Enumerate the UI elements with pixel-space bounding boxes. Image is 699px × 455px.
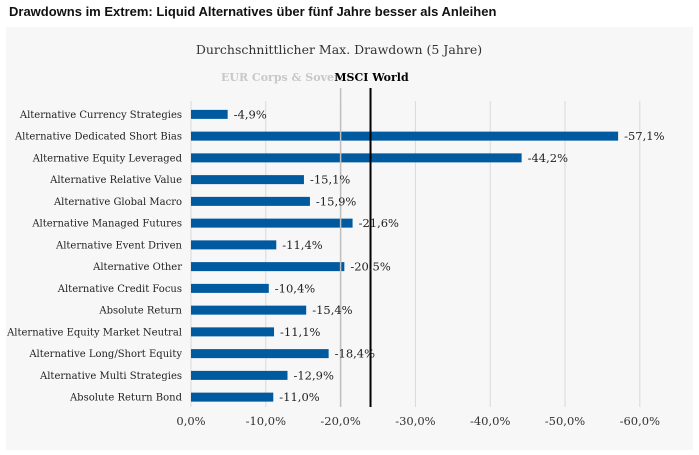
bar — [191, 262, 345, 272]
category-label: Alternative Equity Market Neutral — [6, 327, 182, 338]
bars — [191, 109, 619, 402]
x-tick-label: -50,0% — [545, 414, 585, 428]
category-label: Absolute Return Bond — [69, 393, 183, 404]
category-label: Alternative Equity Leveraged — [32, 153, 183, 164]
bar — [191, 131, 619, 141]
value-label: -15,9% — [316, 194, 356, 208]
bar — [191, 370, 288, 380]
value-label: -10,4% — [275, 281, 315, 295]
value-label: -11,4% — [282, 238, 322, 252]
category-label: Alternative Global Macro — [53, 197, 182, 208]
value-label: -44,2% — [528, 151, 568, 165]
x-tick-label: -20,0% — [320, 414, 360, 428]
category-label: Alternative Multi Strategies — [39, 371, 182, 382]
value-label: -15,1% — [310, 173, 350, 187]
chart-panel — [6, 27, 693, 450]
bar — [191, 349, 329, 359]
reference-line-label: MSCI World — [334, 71, 409, 84]
value-labels: -4,9% -57,1% -44,2% -15,1% -15,9%-21,6% -11,4… — [234, 107, 665, 404]
x-tick-label: 0,0% — [176, 414, 205, 428]
value-label: -57,1% — [624, 129, 664, 143]
bar — [191, 392, 274, 402]
gridlines — [190, 101, 641, 407]
category-label: Alternative Event Driven — [55, 240, 183, 251]
bar — [191, 196, 310, 206]
value-label: -4,9% — [234, 107, 267, 121]
value-label: -21,6% — [359, 216, 399, 230]
bar — [191, 218, 353, 228]
bar — [191, 153, 522, 163]
value-label: -18,4% — [335, 347, 375, 361]
x-tick-label: -60,0% — [620, 414, 660, 428]
bar — [191, 109, 228, 119]
category-label: Alternative Credit Focus — [57, 284, 182, 295]
bar — [191, 327, 275, 337]
bar — [191, 240, 277, 250]
chart-title: Durchschnittlicher Max. Drawdown (5 Jahr… — [196, 42, 482, 57]
category-label: Absolute Return — [98, 306, 182, 317]
category-label: Alternative Currency Strategies — [19, 110, 182, 121]
value-label: -20,5% — [350, 260, 390, 274]
bar — [191, 175, 304, 185]
bar — [191, 283, 269, 293]
x-tick-label: -40,0% — [470, 414, 510, 428]
x-axis-tick-labels: 0,0% -10,0% -20,0% -30,0% -40,0% -50,0% -60,0% — [176, 414, 660, 428]
value-label: -12,9% — [293, 368, 333, 382]
category-labels: Alternative Currency Strategies Alternati… — [6, 110, 183, 404]
reference-lines: EUR Corps & Sover.MSCI World — [221, 71, 409, 407]
category-label: Alternative Dedicated Short Bias — [14, 132, 182, 143]
value-label: -15,4% — [312, 303, 352, 317]
value-label: -11,1% — [280, 325, 320, 339]
category-label: Alternative Relative Value — [49, 175, 182, 186]
category-label: Alternative Long/Short Equity — [28, 349, 182, 360]
x-tick-label: -10,0% — [246, 414, 286, 428]
headline: Drawdowns im Extrem: Liquid Alternatives… — [9, 4, 497, 19]
reference-line-label: EUR Corps & Sover. — [221, 71, 343, 84]
category-label: Alternative Other — [92, 262, 182, 273]
x-tick-label: -30,0% — [395, 414, 435, 428]
category-label: Alternative Managed Futures — [31, 219, 182, 230]
bar — [191, 305, 307, 315]
value-label: -11,0% — [279, 390, 319, 404]
